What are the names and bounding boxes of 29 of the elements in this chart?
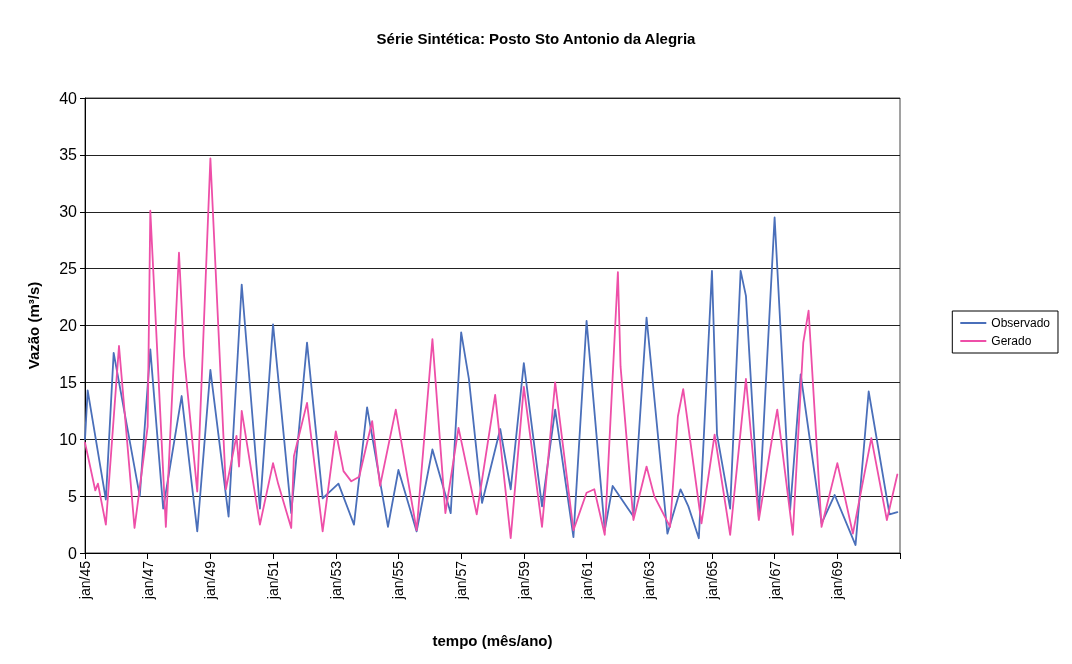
y-tick-label: 40 [59,89,78,107]
y-tick-label: 15 [59,373,78,391]
y-tick-label: 5 [68,487,78,505]
y-tick-label: 10 [59,430,78,448]
y-tick-label: 20 [59,317,78,334]
x-tick-label: jan/57 [453,560,470,601]
x-tick-label: jan/59 [515,560,532,601]
x-tick-label: jan/65 [703,560,720,601]
x-tick-label: jan/49 [202,560,219,601]
y-tick-label: 35 [59,146,78,164]
chart-title: Série Sintética: Posto Sto Antonio da Alegria [376,30,697,47]
x-tick-label: jan/61 [578,560,595,601]
x-tick-label: jan/51 [265,560,282,601]
x-tick-label: jan/69 [829,560,846,601]
line-series [84,216,899,546]
x-tick-label: jan/45 [77,560,93,601]
x-tick-label: jan/67 [766,560,783,601]
x-tick-label: jan/53 [327,560,344,601]
x-axis-title: tempo (mês/ano) [432,632,553,649]
x-tick-label: jan/63 [641,560,658,601]
x-tick-label: jan/47 [139,560,156,601]
legend-label: Gerado [991,334,1032,348]
line-series [84,157,899,540]
legend-label: Observado [991,316,1051,330]
y-tick-label: 0 [68,544,78,562]
y-tick-label: 30 [59,203,78,221]
y-tick-label: 25 [59,260,78,278]
y-axis-title: Vazão (m³/s) [25,281,42,370]
x-tick-label: jan/55 [390,560,407,601]
